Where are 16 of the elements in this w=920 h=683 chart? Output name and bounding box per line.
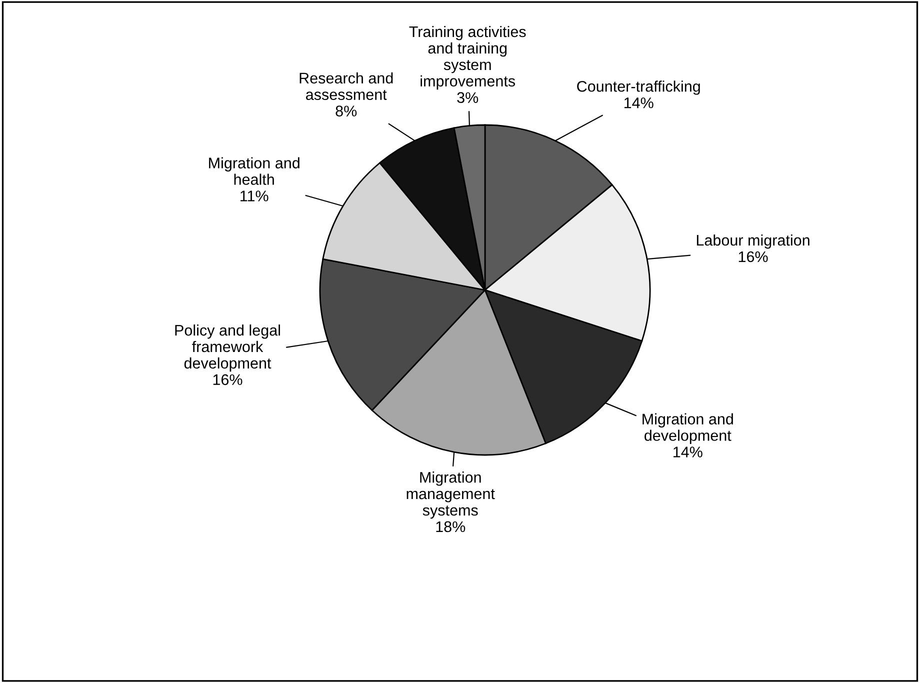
slice-label: Research and assessment: [300, 72, 393, 100]
data-label: 16%: [738, 251, 768, 262]
data-label: 11%: [240, 190, 268, 202]
data-label: 16%: [213, 374, 242, 386]
data-label: 14%: [624, 97, 654, 108]
slice-label: Migration and development: [642, 413, 733, 444]
data-label: 14%: [674, 446, 702, 458]
data-label: 18%: [436, 521, 466, 532]
data-label: 3%: [457, 92, 478, 103]
slice-label: Policy and legal framework development: [175, 324, 280, 372]
slice-label: Migration and health: [209, 157, 300, 185]
slice-label: Migration management systems: [406, 472, 495, 519]
slice-label: Labour migration: [696, 234, 810, 249]
slice-label: Training activities and training system improvements: [409, 26, 526, 90]
slice-label: Counter-trafficking: [577, 80, 700, 95]
data-label: 8%: [336, 106, 357, 116]
